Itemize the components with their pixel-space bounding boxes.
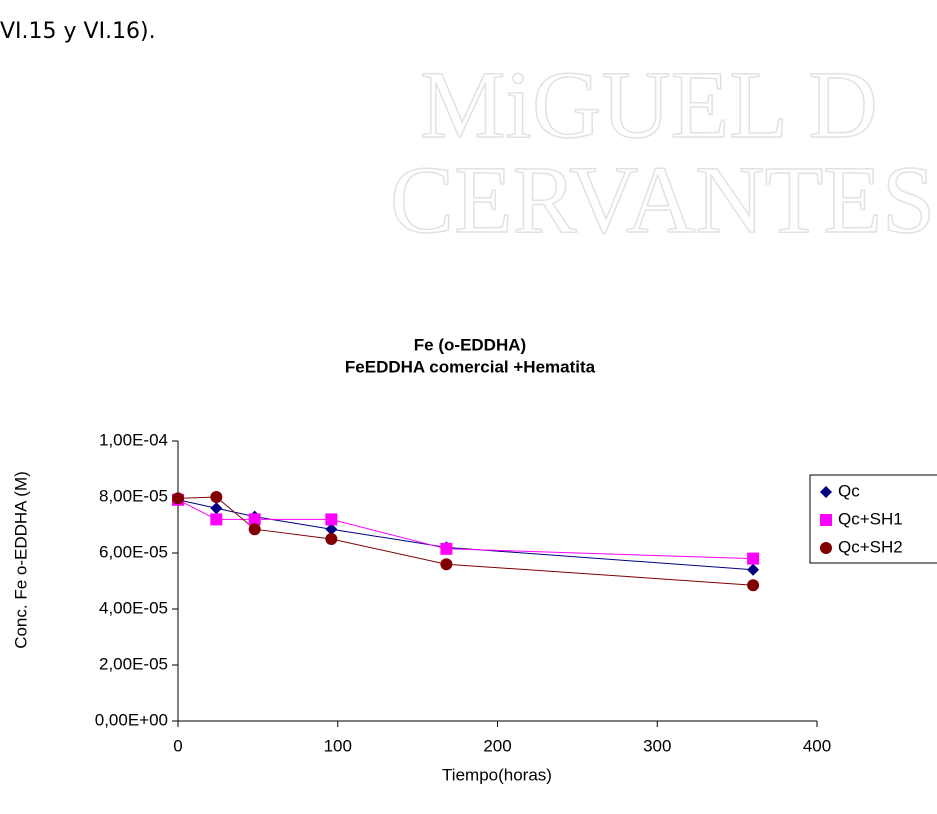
marker xyxy=(820,486,832,498)
y-tick-label: 8,00E-05 xyxy=(99,486,168,505)
x-tick-label: 0 xyxy=(173,736,182,755)
marker xyxy=(248,513,261,526)
x-tick-label: 300 xyxy=(643,736,671,755)
series-line xyxy=(177,499,754,571)
marker xyxy=(820,542,832,554)
x-tick-label: 400 xyxy=(803,736,831,755)
marker xyxy=(325,513,338,526)
marker xyxy=(747,579,760,592)
marker xyxy=(210,513,223,526)
marker xyxy=(747,552,760,565)
y-axis-label: Conc. Fe o-EDDHA (M) xyxy=(11,471,30,649)
marker xyxy=(210,502,223,515)
chart-subtitle: FeEDDHA comercial +Hematita xyxy=(345,357,596,376)
legend-label: Qc xyxy=(838,481,860,500)
marker xyxy=(325,533,338,545)
y-tick-label: 0,00E+00 xyxy=(95,710,168,729)
marker xyxy=(248,523,261,536)
watermark: CERVANTES xyxy=(390,146,935,253)
marker xyxy=(440,542,453,555)
watermark: MiGUEL D xyxy=(420,51,878,158)
y-tick-label: 1,00E-04 xyxy=(99,430,168,449)
y-tick-label: 2,00E-05 xyxy=(99,654,168,673)
chart-title: Fe (o-EDDHA) xyxy=(414,335,526,354)
x-axis-label: Tiempo(horas) xyxy=(442,765,552,784)
legend-label: Qc+SH1 xyxy=(838,509,903,528)
y-tick-label: 4,00E-05 xyxy=(99,598,168,617)
series-line xyxy=(177,499,754,560)
legend-label: Qc+SH2 xyxy=(838,537,903,556)
series-line xyxy=(177,496,754,586)
x-tick-label: 100 xyxy=(324,736,352,755)
x-tick-label: 200 xyxy=(483,736,511,755)
marker xyxy=(172,492,184,505)
marker xyxy=(747,563,760,576)
marker xyxy=(440,558,453,571)
marker xyxy=(820,514,832,526)
marker xyxy=(325,523,338,536)
y-tick-label: 6,00E-05 xyxy=(99,542,168,561)
body-text: VI.15 y VI.16). xyxy=(0,19,156,44)
marker xyxy=(210,491,223,503)
